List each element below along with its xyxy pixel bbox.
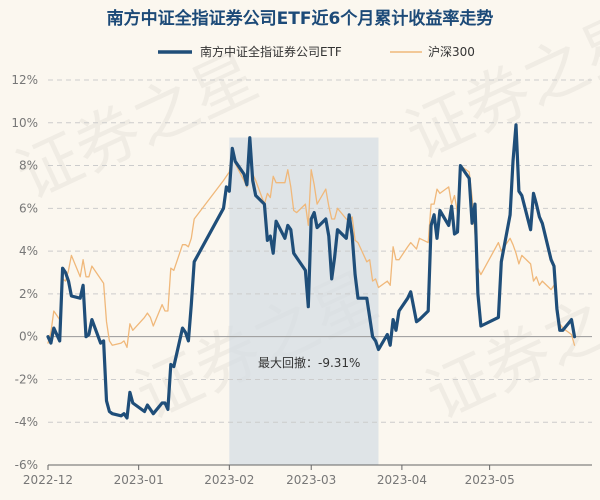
x-tick-label: 2023-02 (204, 473, 254, 487)
legend-label-etf: 南方中证全指证券公司ETF (200, 44, 342, 59)
y-tick-label: -4% (15, 415, 38, 429)
x-tick-label: 2023-03 (286, 473, 336, 487)
series-lines (46, 123, 577, 420)
x-tick-label: 2023-01 (114, 473, 164, 487)
y-tick-label: 6% (19, 201, 38, 215)
x-tick-label: 2023-04 (377, 473, 427, 487)
y-tick-label: 12% (11, 73, 38, 87)
grid-lines (48, 79, 592, 423)
y-tick-label: 0% (19, 330, 38, 344)
x-tick-label: 2023-05 (465, 473, 515, 487)
max-drawdown-band (229, 137, 379, 465)
y-tick-label: 10% (11, 116, 38, 130)
y-tick-label: -2% (15, 372, 38, 386)
y-tick-label: 4% (19, 244, 38, 258)
legend-label-hs300: 沪深300 (428, 45, 475, 59)
chart-title: 南方中证全指证券公司ETF近6个月累计收益率走势 (107, 8, 494, 29)
y-tick-label: 2% (19, 287, 38, 301)
y-tick-label: 8% (19, 159, 38, 173)
max-drawdown-label: 最大回撤：-9.31% (258, 355, 360, 370)
x-axis: 2022-12 2023-01 2023-02 2023-03 2023-04 2023-… (23, 464, 592, 487)
watermark-text: 证券之星 (415, 259, 600, 434)
series-line-etf (46, 123, 577, 420)
legend: 南方中证全指证券公司ETF 沪深300 (158, 44, 475, 59)
y-axis: -6% -4% -2% 0% 2% 4% 6% 8% 10% 12% (11, 73, 38, 472)
y-tick-label: -6% (15, 458, 38, 472)
x-tick-label: 2022-12 (23, 473, 73, 487)
